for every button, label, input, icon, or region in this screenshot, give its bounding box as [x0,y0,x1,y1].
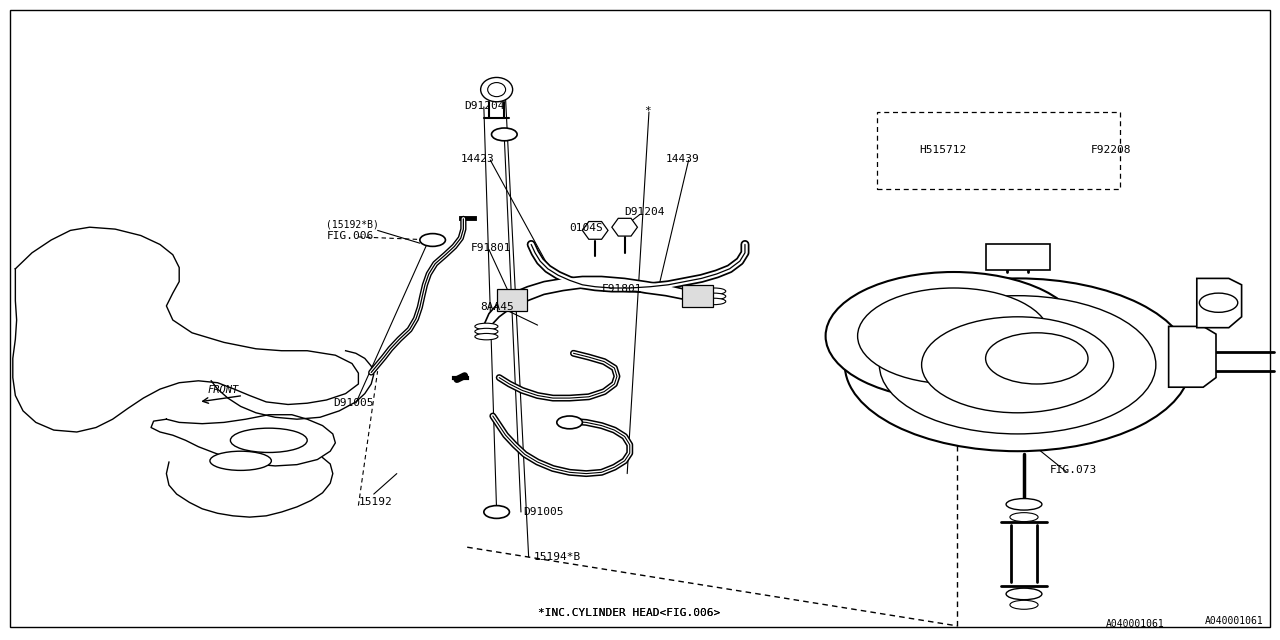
Text: D91204: D91204 [625,207,666,218]
Ellipse shape [1010,600,1038,609]
Text: (15192*B): (15192*B) [326,219,379,229]
Circle shape [845,278,1190,451]
Circle shape [986,333,1088,384]
Ellipse shape [210,451,271,470]
Text: F92208: F92208 [1091,145,1132,156]
Text: A040001061: A040001061 [1106,619,1165,629]
Ellipse shape [703,298,726,305]
Text: 15194*B: 15194*B [534,552,581,562]
Circle shape [879,296,1156,434]
Ellipse shape [1006,588,1042,600]
Ellipse shape [1010,513,1038,522]
Polygon shape [582,221,608,239]
Text: *INC.CYLINDER HEAD<FIG.006>: *INC.CYLINDER HEAD<FIG.006> [538,608,719,618]
Circle shape [492,128,517,141]
Circle shape [826,272,1082,400]
Text: F91801: F91801 [602,284,643,294]
Circle shape [484,506,509,518]
Ellipse shape [703,293,726,300]
Polygon shape [612,218,637,236]
Ellipse shape [475,328,498,335]
Circle shape [922,317,1114,413]
Text: FIG.073: FIG.073 [1050,465,1097,476]
Text: D91005: D91005 [524,507,564,517]
Text: F91801: F91801 [471,243,512,253]
Ellipse shape [703,288,726,294]
Bar [877,112,1120,189]
Circle shape [1199,293,1238,312]
Ellipse shape [475,323,498,330]
Polygon shape [1169,326,1216,387]
Ellipse shape [1006,499,1042,510]
Text: 0104S: 0104S [570,223,603,234]
Text: 15192: 15192 [358,497,392,508]
Bar [682,285,713,307]
Ellipse shape [481,77,512,102]
Ellipse shape [230,428,307,452]
Polygon shape [1197,278,1242,328]
Circle shape [420,234,445,246]
Text: FRONT: FRONT [207,385,238,396]
Bar [497,289,527,311]
Text: 14423: 14423 [461,154,494,164]
Text: H515712: H515712 [919,145,966,156]
Text: FIG.006: FIG.006 [326,230,374,241]
Text: *INC.CYLINDER HEAD<FIG.006>: *INC.CYLINDER HEAD<FIG.006> [538,608,719,618]
Bar [986,244,1050,270]
Polygon shape [484,276,717,339]
Ellipse shape [488,83,506,97]
Ellipse shape [475,333,498,340]
Text: *: * [644,106,650,116]
Text: 8AA45: 8AA45 [480,302,513,312]
Circle shape [557,416,582,429]
Text: A040001061: A040001061 [1204,616,1263,626]
Circle shape [858,288,1050,384]
Text: D91204: D91204 [465,100,506,111]
Text: 14439: 14439 [666,154,699,164]
Text: D91005: D91005 [333,398,374,408]
